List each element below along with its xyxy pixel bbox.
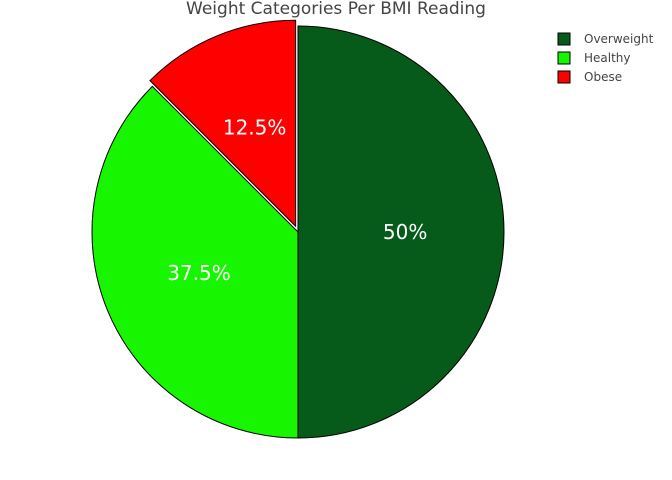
slice-label-healthy: 37.5% — [167, 261, 231, 285]
pie-slices — [91, 19, 505, 439]
legend-label-obese: Obese — [584, 70, 622, 84]
slice-label-overweight: 50% — [383, 220, 427, 244]
legend-label-healthy: Healthy — [584, 51, 631, 65]
chart-title: Weight Categories Per BMI Reading — [186, 0, 486, 19]
legend: Overweight Healthy Obese — [557, 32, 654, 84]
slice-label-obese: 12.5% — [223, 115, 287, 139]
legend-label-overweight: Overweight — [584, 32, 654, 46]
pie-slice-labels: 50% 37.5% 12.5% — [167, 115, 427, 285]
pie-slice-obese[interactable] — [149, 19, 297, 228]
legend-item-healthy[interactable]: Healthy — [557, 51, 631, 65]
legend-item-obese[interactable]: Obese — [557, 70, 622, 84]
legend-swatch-healthy — [557, 51, 571, 65]
pie-slice-overweight[interactable] — [297, 25, 505, 439]
pie-slice-healthy[interactable] — [91, 85, 299, 439]
legend-swatch-overweight — [557, 32, 571, 46]
legend-item-overweight[interactable]: Overweight — [557, 32, 654, 46]
legend-swatch-obese — [557, 70, 571, 84]
